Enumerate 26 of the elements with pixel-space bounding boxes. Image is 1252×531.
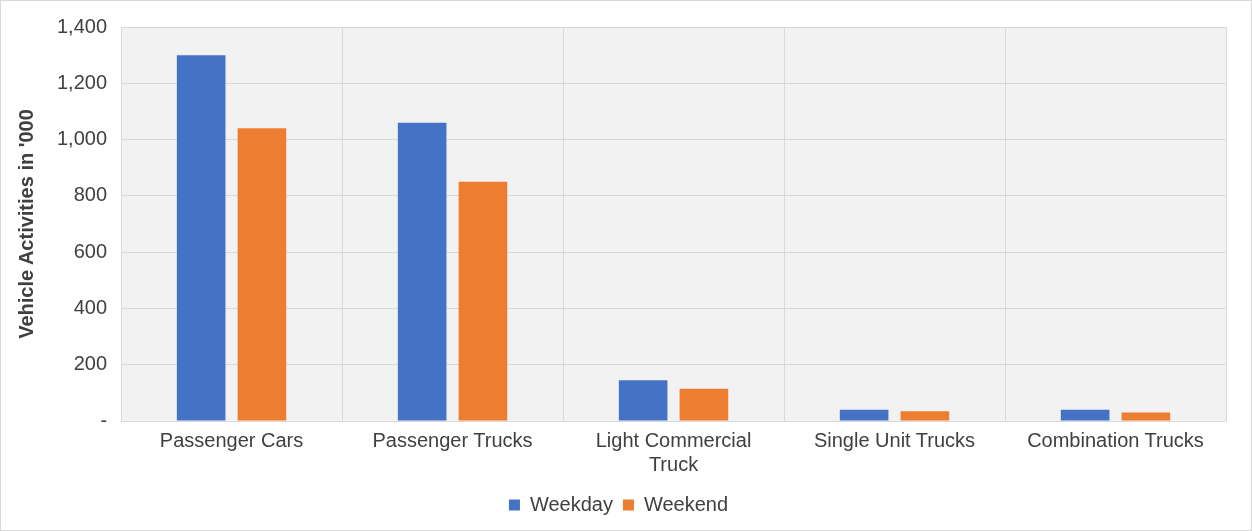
y-tick-label: - [100,408,108,431]
bar [1121,412,1171,421]
y-tick-label: 1,400 [56,14,108,37]
bar [458,181,508,421]
bar [397,122,447,421]
y-tick-label: 1,200 [56,70,108,93]
x-tick-label: Passenger Trucks [372,428,533,451]
bar [679,388,729,421]
y-tick-label: 1,000 [56,127,108,150]
y-tick-label: 400 [73,295,108,318]
bar [237,128,287,421]
bar [900,411,950,421]
bar [839,409,889,421]
y-tick-label: 800 [73,183,108,206]
bar [176,55,226,421]
y-tick-label: 600 [73,239,108,262]
bar [1060,409,1110,421]
x-tick-label: Passenger Cars [159,428,304,451]
bar [618,380,668,421]
legend-label: Weekday [529,492,613,515]
y-tick-label: 200 [73,352,108,375]
x-tick-label: Single Unit Trucks [813,428,976,451]
x-tick-label: Combination Trucks [1027,428,1204,451]
legend-label: Weekend [643,492,729,515]
y-axis-title: Vehicle Activities in '000 [14,109,37,339]
x-tick-label: Light Commercial Truck [595,428,752,475]
